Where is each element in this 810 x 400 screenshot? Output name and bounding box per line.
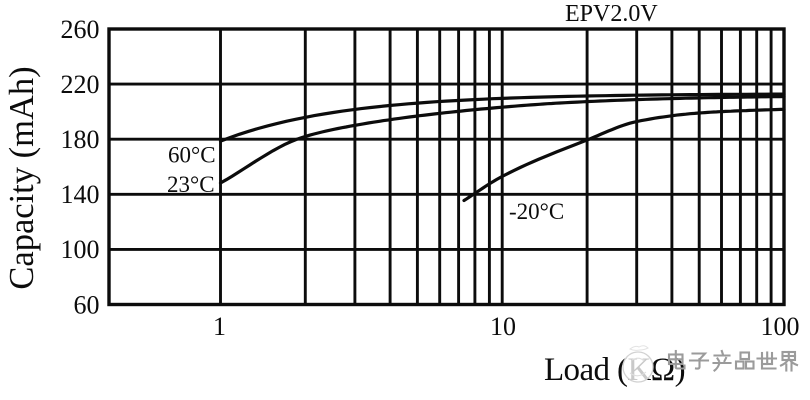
svg-text:220: 220 bbox=[61, 70, 100, 99]
svg-text:10: 10 bbox=[490, 312, 516, 341]
svg-text:Load (KΩ): Load (KΩ) bbox=[544, 352, 685, 388]
svg-text:100: 100 bbox=[761, 312, 800, 341]
svg-text:60°C: 60°C bbox=[168, 143, 216, 168]
svg-text:1: 1 bbox=[213, 312, 226, 341]
svg-text:260: 260 bbox=[61, 15, 100, 44]
svg-text:EPV2.0V: EPV2.0V bbox=[565, 1, 658, 27]
svg-text:-20°C: -20°C bbox=[509, 199, 564, 224]
svg-text:60: 60 bbox=[74, 290, 100, 319]
svg-text:180: 180 bbox=[61, 125, 100, 154]
svg-text:100: 100 bbox=[61, 235, 100, 264]
svg-text:140: 140 bbox=[61, 180, 100, 209]
svg-text:23°C: 23°C bbox=[167, 172, 215, 197]
svg-text:Capacity (mAh): Capacity (mAh) bbox=[3, 66, 41, 289]
